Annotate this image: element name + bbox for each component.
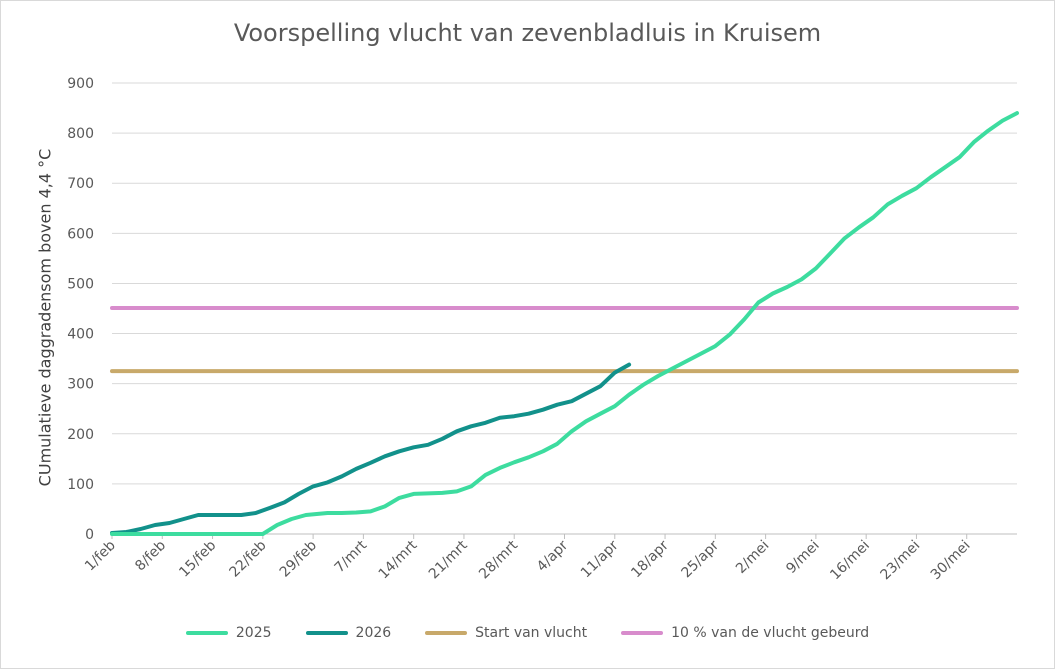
legend-label: Start van vlucht	[475, 625, 588, 641]
y-tick-label: 700	[67, 176, 94, 192]
y-tick-label: 200	[67, 427, 94, 443]
x-tick-label: 30/mei	[928, 538, 974, 584]
legend-label: 10 % van de vlucht gebeurd	[671, 625, 870, 641]
x-tick-label: 18/apr	[628, 537, 672, 581]
x-tick-label: 23/mei	[878, 538, 924, 584]
legend-swatch	[621, 631, 664, 635]
x-tick-label: 8/feb	[132, 537, 169, 574]
legend-label: 2026	[355, 625, 392, 641]
x-tick-label: 2/mei	[733, 538, 772, 577]
legend-item: 2025	[185, 625, 272, 641]
series-line-1	[110, 111, 1019, 536]
legend-swatch	[305, 631, 348, 635]
x-tick-label: 4/apr	[534, 537, 572, 575]
gridlines	[111, 82, 1017, 539]
x-tick-label: 14/mrt	[376, 537, 421, 582]
legend-swatch	[185, 631, 228, 635]
y-tick-label: 900	[67, 76, 94, 92]
y-tick-label: 500	[67, 276, 94, 292]
legend-label: 2025	[235, 625, 272, 641]
x-tick-label: 29/feb	[277, 537, 320, 580]
y-tick-label: 100	[67, 477, 94, 493]
x-tick-labels: 1/feb 8/feb 15/feb 22/feb 29/feb 7/mrt 14/mrt 2…	[82, 537, 974, 583]
legend-item: 10 % van de vlucht gebeurd	[621, 625, 869, 641]
y-tick-label: 300	[67, 377, 94, 393]
x-tick-label: 16/mei	[827, 538, 873, 584]
x-tick-label: 11/apr	[578, 537, 622, 581]
x-tick-label: 21/mrt	[426, 537, 471, 582]
chart-title: Voorspelling vlucht van zevenbladluis in…	[233, 19, 822, 47]
legend: 2025 2026 Start van vlucht 10 % van de vluc…	[1, 625, 1054, 641]
y-tick-label: 600	[67, 226, 94, 242]
legend-swatch	[425, 631, 468, 635]
x-tick-label: 25/apr	[678, 537, 722, 581]
series-line-2	[110, 362, 632, 535]
legend-item: 2026	[305, 625, 392, 641]
y-tick-labels: 0 100 200 300 400 500 600 700 800 900	[67, 76, 94, 543]
x-tick-label: 28/mrt	[476, 537, 521, 582]
y-tick-label: 800	[67, 126, 94, 142]
series-lines	[110, 111, 1019, 536]
x-tick-label: 7/mrt	[332, 537, 371, 576]
x-tick-label: 15/feb	[176, 537, 219, 580]
x-tick-label: 22/feb	[227, 537, 270, 580]
y-tick-label: 400	[67, 327, 94, 343]
x-tick-label: 9/mei	[783, 538, 822, 577]
legend-item: Start van vlucht	[425, 625, 587, 641]
y-tick-label: 0	[85, 527, 94, 543]
